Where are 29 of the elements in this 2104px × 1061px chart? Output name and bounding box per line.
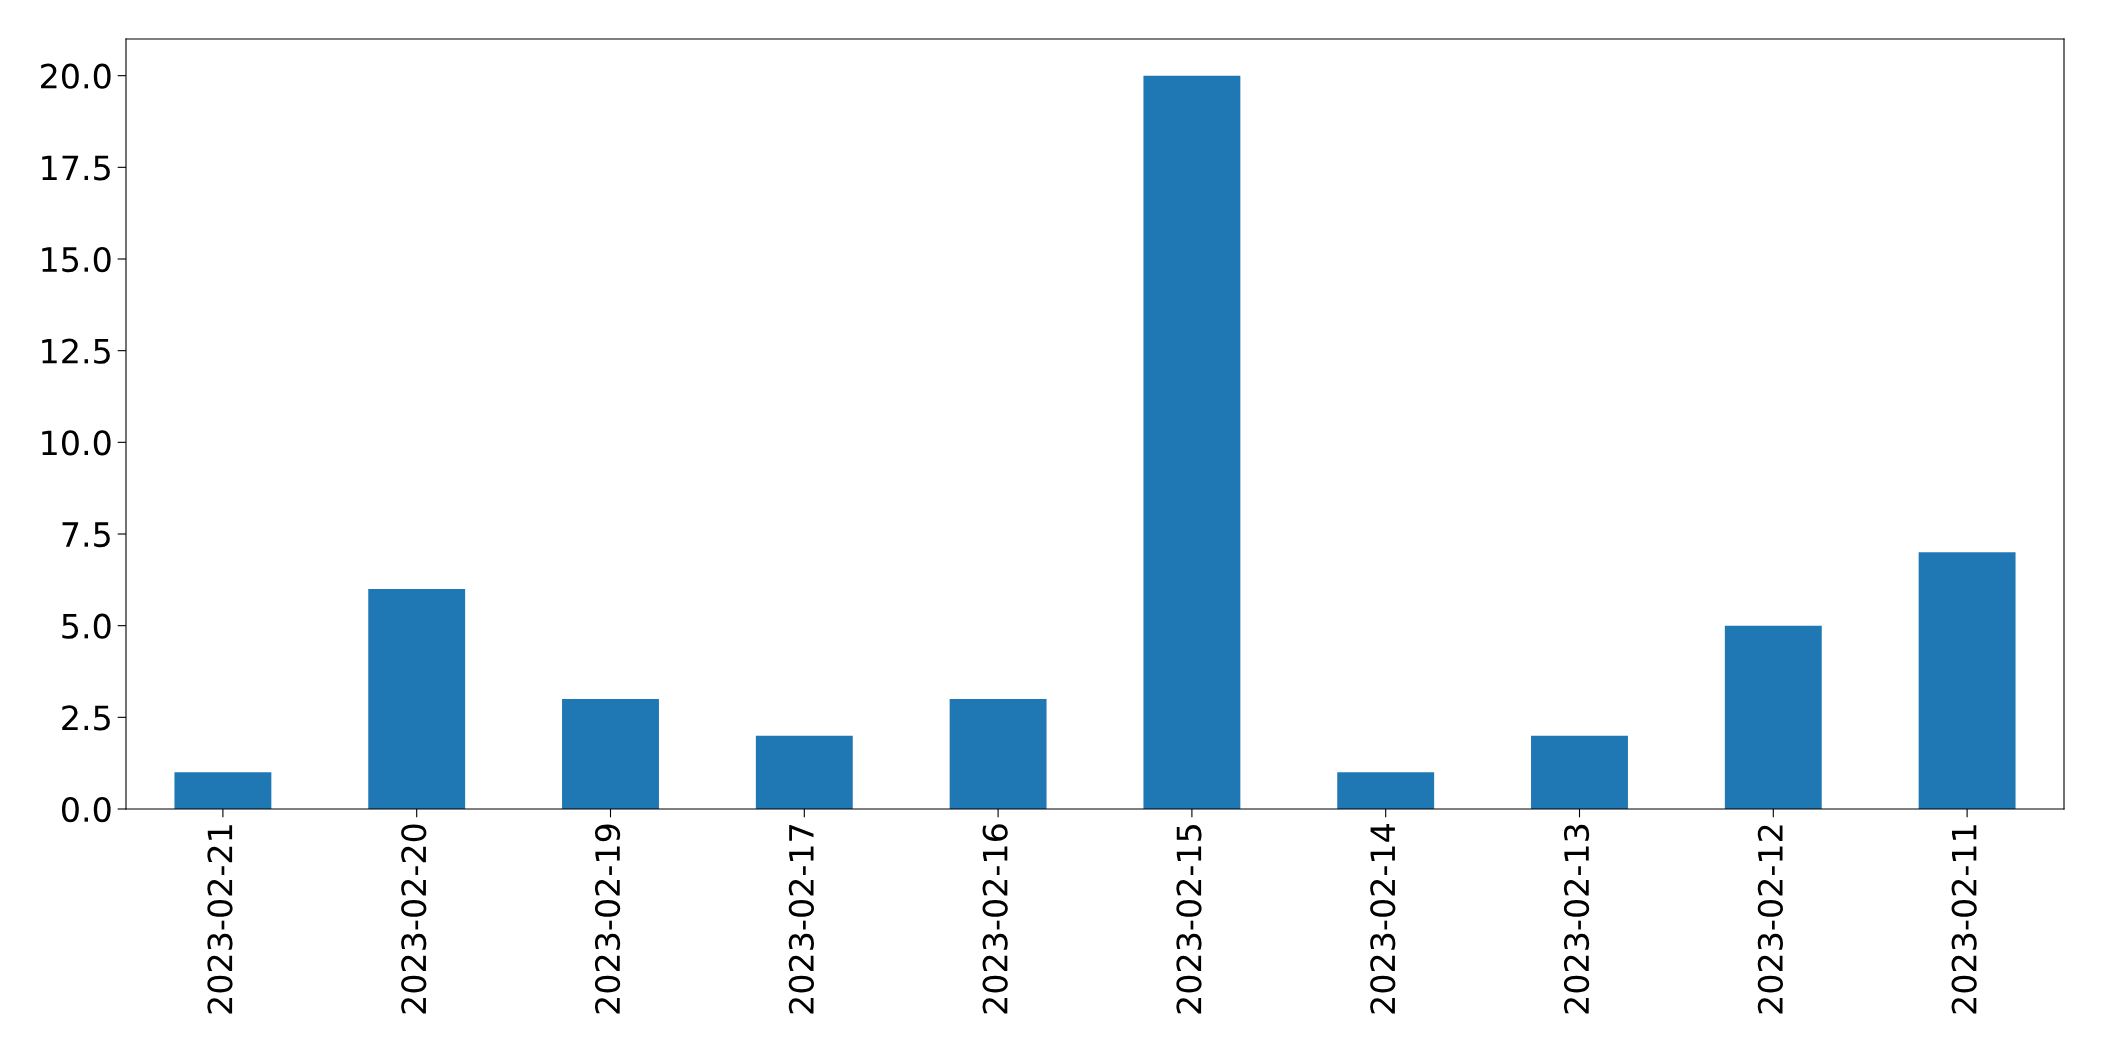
bar [1143,75,1241,809]
y-tick-label: 0.0 [61,796,111,823]
x-tick-label: 2023-02-19 [594,824,621,1014]
bar [1531,735,1628,809]
y-tick-label: 17.5 [42,155,110,181]
x-tick-label: 2023-02-15 [1176,825,1202,1014]
bar [368,589,466,809]
y-tick-label: 10.0 [42,430,111,456]
x-tick-label: 2023-02-14 [1370,824,1396,1014]
y-tick-label: 12.5 [42,338,110,364]
x-tick-label: 2023-02-12 [1757,825,1783,1014]
x-tick-label: 2023-02-11 [1951,825,1977,1014]
bar [1337,772,1435,809]
x-tick-label: 2023-02-13 [1563,824,1590,1014]
bar [755,735,853,809]
x-tick-label: 2023-02-16 [982,824,1008,1014]
y-tick-label: 2.5 [62,705,110,731]
x-tick-label: 2023-02-17 [788,825,814,1014]
bar [174,772,272,809]
x-tick-label: 2023-02-20 [401,824,427,1014]
bar [1724,625,1822,809]
y-tick-label: 20.0 [41,63,111,89]
bar [1918,552,2016,809]
bar [562,699,659,809]
y-tick-label: 7.5 [62,522,110,548]
x-tick-label: 2023-02-21 [207,825,233,1014]
bar [949,699,1047,809]
y-tick-label: 5.0 [62,613,111,639]
y-tick-label: 15.0 [42,246,111,273]
